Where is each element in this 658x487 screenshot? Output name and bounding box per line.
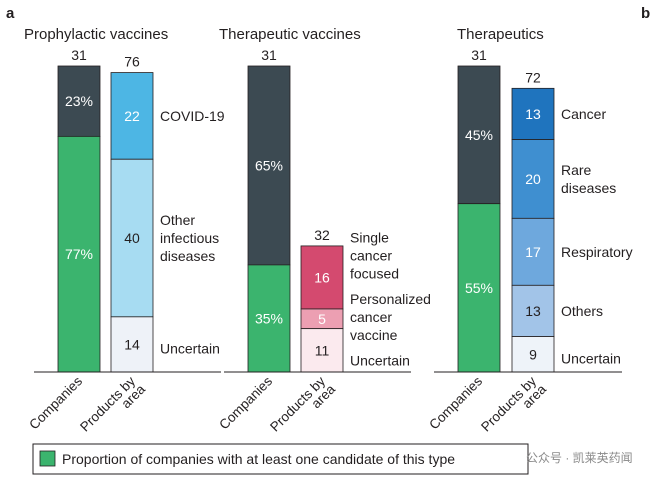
product-segment <box>511 87 555 140</box>
product-category-label-line: Cancer <box>561 106 606 122</box>
product-segment-value: 17 <box>525 244 541 260</box>
panel-3: Therapeutics 45% 55% 31 72 13 Cancer 20 Rare dise… <box>426 26 632 435</box>
product-segment-value: 14 <box>124 336 140 352</box>
legend-swatch <box>39 450 56 467</box>
product-category-label: Cancer <box>561 106 606 122</box>
products-total: 76 <box>124 54 140 70</box>
product-category-label-line: Others <box>561 303 603 319</box>
product-category-label-line: COVID-19 <box>160 108 225 124</box>
product-category-label-line: Personalized <box>350 291 431 307</box>
product-segment <box>110 72 154 160</box>
product-segment-value: 13 <box>525 303 541 319</box>
companies-segment <box>57 65 101 137</box>
panel-title: Therapeutic vaccines <box>219 26 361 43</box>
companies-segment <box>247 264 291 373</box>
panel-letter-b: b <box>641 5 650 22</box>
product-category-label-line: Uncertain <box>350 352 410 368</box>
product-category-label-line: Uncertain <box>561 350 621 366</box>
product-category-label-line: Uncertain <box>160 340 220 356</box>
product-category-label: Other infectious diseases <box>160 212 219 264</box>
product-segment <box>511 336 555 373</box>
companies-segment <box>457 203 501 373</box>
companies-segment <box>457 65 501 205</box>
product-segment-value: 22 <box>124 108 140 124</box>
product-segment-value: 16 <box>314 269 330 285</box>
product-segment <box>110 158 154 318</box>
panel-1: Prophylactic vaccines 23% 77% 31 76 22 COVID-1… <box>24 26 225 435</box>
product-category-label-line: cancer <box>350 309 392 325</box>
axis-label-companies: Companies <box>426 373 485 432</box>
product-category-label: Others <box>561 303 603 319</box>
product-category-label-line: focused <box>350 265 399 281</box>
legend-text: Proportion of companies with at least on… <box>62 451 455 467</box>
companies-segment <box>57 135 101 373</box>
watermark: 公众号 · 凯莱英药闻 <box>526 451 633 465</box>
product-segment-value: 40 <box>124 230 140 246</box>
companies-total: 31 <box>261 47 277 63</box>
panels: Prophylactic vaccines 23% 77% 31 76 22 COVID-1… <box>24 26 633 435</box>
product-category-label-line: Respiratory <box>561 244 633 260</box>
product-category-label-line: diseases <box>561 180 616 196</box>
legend-box <box>32 443 529 475</box>
product-category-label-line: cancer <box>350 247 392 263</box>
panel-2: Therapeutic vaccines 65% 35% 31 32 16 Single ca… <box>216 26 431 435</box>
product-category-label: Uncertain <box>350 352 410 368</box>
product-category-label: Personalized cancer vaccine <box>350 291 431 343</box>
product-category-label: Single cancer focused <box>350 229 399 281</box>
product-segment <box>511 139 555 219</box>
products-total: 72 <box>525 69 541 85</box>
products-total: 32 <box>314 227 330 243</box>
product-category-label-line: Rare <box>561 162 592 178</box>
product-category-label-line: diseases <box>160 248 215 264</box>
product-segment-value: 5 <box>318 311 326 327</box>
product-segment-value: 20 <box>525 171 541 187</box>
companies-segment-label: 45% <box>465 127 493 143</box>
product-segment-value: 13 <box>525 106 541 122</box>
companies-segment-label: 77% <box>65 246 93 262</box>
product-category-label-line: infectious <box>160 230 219 246</box>
legend: Proportion of companies with at least on… <box>32 443 529 475</box>
product-segment <box>300 328 344 373</box>
companies-segment-label: 23% <box>65 93 93 109</box>
companies-total: 31 <box>471 47 487 63</box>
panel-letter-a: a <box>6 5 15 22</box>
companies-segment-label: 35% <box>255 310 283 326</box>
companies-segment-label: 55% <box>465 280 493 296</box>
panel-title: Therapeutics <box>457 26 544 43</box>
product-segment <box>300 245 344 310</box>
product-category-label: Rare diseases <box>561 162 616 196</box>
companies-segment-label: 65% <box>255 157 283 173</box>
product-segment-value: 9 <box>529 346 537 362</box>
product-category-label: Respiratory <box>561 244 633 260</box>
product-category-label-line: Other <box>160 212 195 228</box>
companies-total: 31 <box>71 47 87 63</box>
product-category-label: Uncertain <box>561 350 621 366</box>
product-category-label: COVID-19 <box>160 108 225 124</box>
product-segment <box>511 284 555 337</box>
panel-title: Prophylactic vaccines <box>24 26 168 43</box>
product-category-label-line: Single <box>350 229 389 245</box>
product-category-label-line: vaccine <box>350 327 398 343</box>
companies-segment <box>247 65 291 266</box>
product-category-label: Uncertain <box>160 340 220 356</box>
product-segment-value: 11 <box>315 342 330 358</box>
